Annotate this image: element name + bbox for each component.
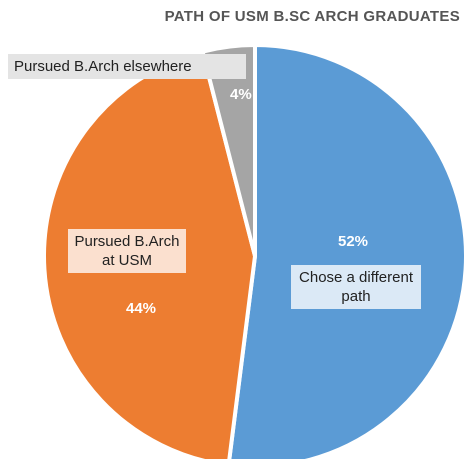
pie-slice: [227, 42, 465, 459]
value-label: 52%: [338, 233, 369, 250]
category-label: Pursued B.Arch at USM: [68, 229, 186, 273]
value-label: 4%: [230, 86, 252, 103]
pie-slice: [200, 42, 257, 257]
category-label: Chose a different path: [291, 265, 421, 309]
category-label: Pursued B.Arch elsewhere: [8, 54, 246, 79]
value-label: 44%: [126, 300, 157, 317]
chart-title: PATH OF USM B.SC ARCH GRADUATES: [164, 8, 460, 25]
